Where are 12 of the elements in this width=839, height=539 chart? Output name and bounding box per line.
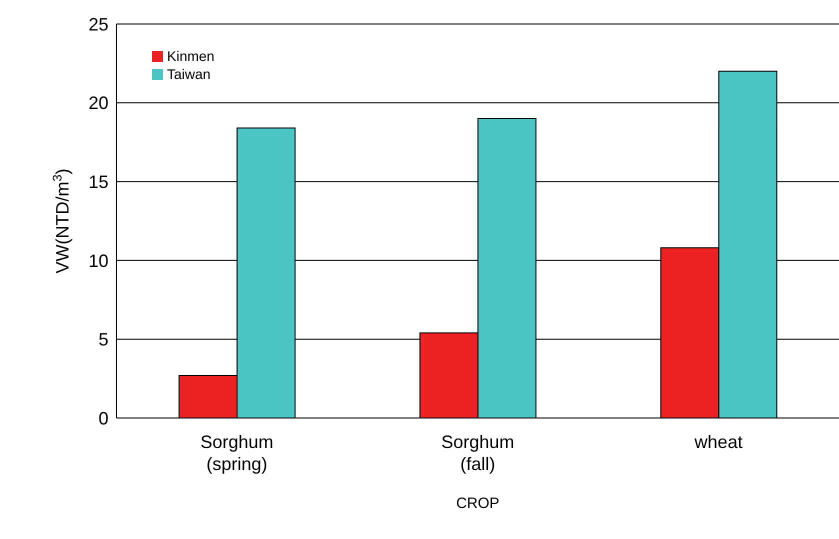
x-tick-label: wheat [694,432,743,452]
y-tick-label: 20 [88,93,108,114]
x-tick-label: Sorghum (spring) [200,432,274,474]
x-axis-title: CROP [456,495,500,512]
y-tick-label: 10 [88,250,108,271]
y-tick-label: 0 [98,408,108,428]
legend-label: Kinmen [167,48,214,64]
y-tick-label: 25 [88,14,108,34]
legend-label: Taiwan [167,66,211,82]
x-tick-label: Sorghum (fall) [441,432,514,474]
y-tick-label: 5 [98,330,108,350]
y-tick-label: 15 [88,172,108,192]
